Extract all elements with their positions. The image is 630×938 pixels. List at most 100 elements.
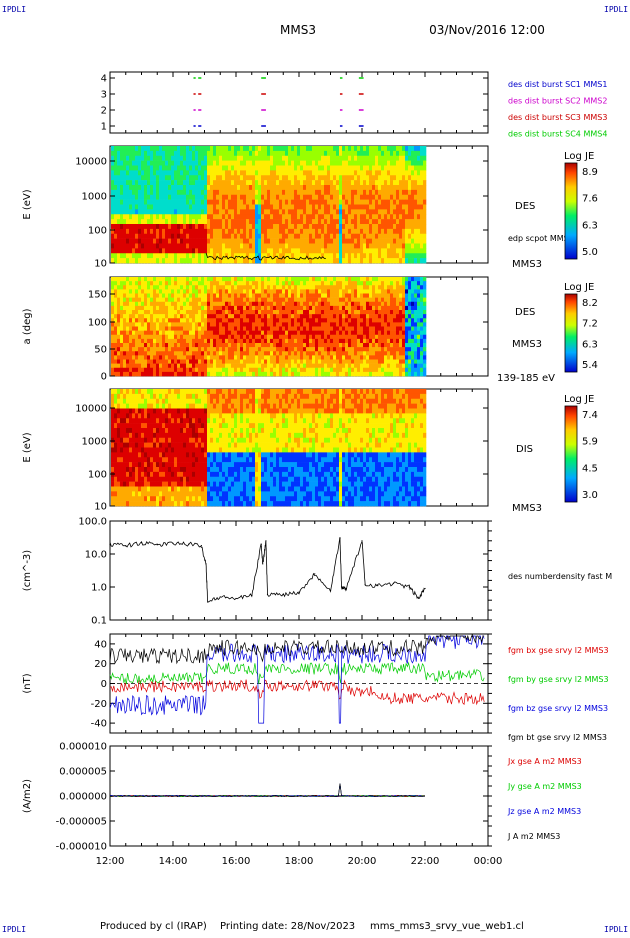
heatmap-cell xyxy=(423,190,426,195)
heatmap-cell xyxy=(216,205,219,210)
heatmap-cell xyxy=(396,209,399,214)
heatmap-cell xyxy=(381,151,384,156)
heatmap-cell xyxy=(411,185,414,190)
heatmap-cell xyxy=(237,327,240,331)
heatmap-cell xyxy=(378,190,381,195)
heatmap-cell xyxy=(204,185,207,190)
heatmap-cell xyxy=(195,372,198,376)
heatmap-cell xyxy=(333,234,336,239)
heatmap-cell xyxy=(390,281,393,285)
heatmap-cell xyxy=(333,322,336,326)
heatmap-cell xyxy=(117,310,120,314)
heatmap-cell xyxy=(327,351,330,355)
heatmap-cell xyxy=(279,166,282,171)
heatmap-cell xyxy=(168,258,171,263)
heatmap-cell xyxy=(237,200,240,205)
heatmap-cell xyxy=(138,343,141,347)
heatmap-cell xyxy=(246,185,249,190)
heatmap-cell xyxy=(327,214,330,219)
heatmap-cell xyxy=(159,372,162,376)
heatmap-cell xyxy=(168,175,171,180)
heatmap-cell xyxy=(159,343,162,347)
heatmap-cell xyxy=(324,372,327,376)
heatmap-cell xyxy=(138,351,141,355)
heatmap-cell xyxy=(213,306,216,310)
heatmap-cell xyxy=(354,314,357,318)
heatmap-cell xyxy=(147,170,150,175)
heatmap-cell xyxy=(231,314,234,318)
heatmap-cell xyxy=(213,294,216,298)
heatmap-cell xyxy=(267,239,270,244)
heatmap-cell xyxy=(156,195,159,200)
heatmap-cell xyxy=(180,298,183,302)
heatmap-cell xyxy=(246,298,249,302)
heatmap-cell xyxy=(375,175,378,180)
heatmap-cell xyxy=(255,205,258,210)
heatmap-cell xyxy=(144,258,147,263)
heatmap-cell xyxy=(342,180,345,185)
heatmap-cell xyxy=(354,322,357,326)
heatmap-cell xyxy=(423,180,426,185)
heatmap-cell xyxy=(219,364,222,368)
heatmap-cell xyxy=(381,258,384,263)
heatmap-cell xyxy=(333,285,336,289)
heatmap-cell xyxy=(147,347,150,351)
heatmap-cell xyxy=(345,327,348,331)
heatmap-cell xyxy=(267,161,270,166)
heatmap-cell xyxy=(186,343,189,347)
heatmap-cell xyxy=(288,294,291,298)
heatmap-cell xyxy=(342,214,345,219)
heatmap-cell xyxy=(213,146,216,151)
heatmap-cell xyxy=(255,244,258,249)
heatmap-cell xyxy=(330,306,333,310)
heatmap-cell xyxy=(144,180,147,185)
heatmap-cell xyxy=(177,180,180,185)
heatmap-cell xyxy=(390,314,393,318)
heatmap-cell xyxy=(144,195,147,200)
heatmap-cell xyxy=(129,234,132,239)
heatmap-cell xyxy=(306,200,309,205)
heatmap-cell xyxy=(369,351,372,355)
heatmap-cell xyxy=(138,239,141,244)
heatmap-cell xyxy=(294,318,297,322)
heatmap-cell xyxy=(240,327,243,331)
heatmap-cell xyxy=(111,355,114,359)
heatmap-cell xyxy=(249,234,252,239)
heatmap-cell xyxy=(255,372,258,376)
heatmap-cell xyxy=(357,355,360,359)
heatmap-cell xyxy=(162,170,165,175)
heatmap-cell xyxy=(150,244,153,249)
heatmap-cell xyxy=(291,368,294,372)
heatmap-cell xyxy=(339,351,342,355)
heatmap-cell xyxy=(300,244,303,249)
heatmap-cell xyxy=(390,229,393,234)
heatmap-cell xyxy=(222,170,225,175)
heatmap-cell xyxy=(312,166,315,171)
heatmap-cell xyxy=(228,343,231,347)
heatmap-cell xyxy=(198,244,201,249)
heatmap-cell xyxy=(204,161,207,166)
heatmap-cell xyxy=(282,314,285,318)
heatmap-cell xyxy=(123,343,126,347)
heatmap-cell xyxy=(198,156,201,161)
heatmap-cell xyxy=(192,343,195,347)
heatmap-cell xyxy=(186,327,189,331)
heatmap-cell xyxy=(363,258,366,263)
heatmap-cell xyxy=(273,360,276,364)
heatmap-cell xyxy=(264,195,267,200)
heatmap-cell xyxy=(153,368,156,372)
heatmap-cell xyxy=(168,277,171,281)
heatmap-cell xyxy=(144,285,147,289)
heatmap-cell xyxy=(321,289,324,293)
heatmap-cell xyxy=(339,372,342,376)
heatmap-cell xyxy=(282,234,285,239)
heatmap-cell xyxy=(123,351,126,355)
heatmap-cell xyxy=(123,190,126,195)
heatmap-cell xyxy=(198,146,201,151)
heatmap-cell xyxy=(294,360,297,364)
heatmap-cell xyxy=(261,219,264,224)
heatmap-cell xyxy=(336,368,339,372)
heatmap-cell xyxy=(147,372,150,376)
heatmap-cell xyxy=(228,322,231,326)
heatmap-cell xyxy=(159,360,162,364)
